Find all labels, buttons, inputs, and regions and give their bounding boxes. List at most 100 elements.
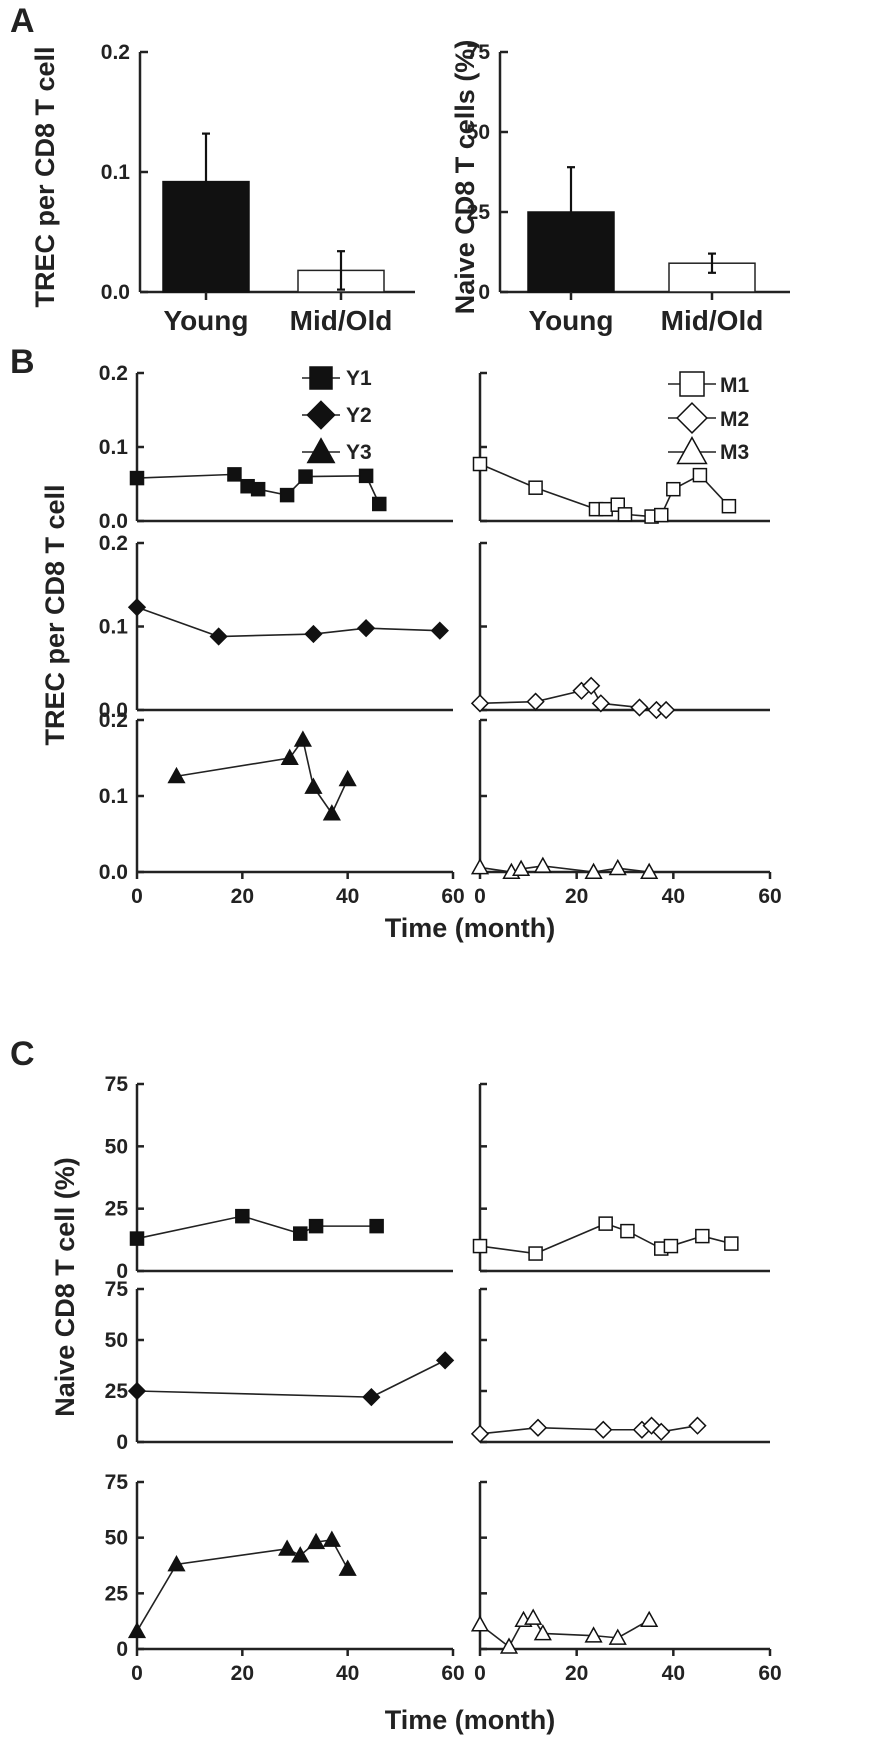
legend-m3-label: M3 xyxy=(720,441,749,464)
c-r3-young-x-tick-label: 40 xyxy=(336,1662,359,1685)
c-r3-midold-x-tick-label: 40 xyxy=(662,1662,685,1685)
legend-y2-label: Y2 xyxy=(346,404,372,427)
b-r1-young-y-tick-label: 0.2 xyxy=(99,362,128,385)
b-r3-midold-x-tick-label: 20 xyxy=(565,885,588,908)
a-left-y-tick-label: 0.0 xyxy=(101,281,130,304)
b-r1-midold-series-M1-point xyxy=(692,467,708,483)
b-r2-young-series-Y2-line xyxy=(136,606,440,638)
c-r2-midold-series-M2-point xyxy=(528,1418,548,1437)
panel-label-c: C xyxy=(10,1035,35,1073)
a-right-y-tick-label: 75 xyxy=(467,41,491,64)
b-r1-young-series-Y1-point xyxy=(279,487,295,503)
c-r1-midold-series-M1-point xyxy=(695,1228,710,1244)
c-r3-young-y-tick-label: 25 xyxy=(105,1582,129,1605)
a-left-y-tick-label: 0.2 xyxy=(101,41,130,64)
a-right-category-young: Young xyxy=(528,305,613,336)
b-r2-midold-series-M2-point xyxy=(526,692,545,711)
c-r1-young-series-Y1-point xyxy=(369,1218,384,1234)
a-right-y-title: Naive CD8 T cells (%) xyxy=(450,40,480,315)
c-r1-young-y-tick-label: 25 xyxy=(105,1198,129,1221)
b-r1-midold-series-M1-point xyxy=(472,456,488,472)
b-r1-midold-series-M1-point xyxy=(721,498,737,514)
b-r3-midold-series-M3-point xyxy=(640,862,659,879)
c-r3-young-x-tick-label: 20 xyxy=(231,1662,254,1685)
c-r1-young-series-Y1-point xyxy=(235,1208,250,1224)
b-r3-young-series-Y3-point xyxy=(338,769,357,787)
c-r1-midold-series-M1-point xyxy=(598,1216,613,1231)
c-r1-midold-series-M1-point xyxy=(724,1236,739,1251)
c-r1-midold-series-M1-point xyxy=(528,1246,543,1261)
c-r2-young-y-tick-label: 0 xyxy=(116,1431,128,1454)
c-r1-midold-series-M1-point xyxy=(472,1238,488,1254)
legend-young: Y1 Y2 Y3 xyxy=(346,367,372,464)
b-r3-midold-series-M3-point xyxy=(584,862,603,879)
c-r1-young-series-Y1-point xyxy=(308,1218,324,1234)
c-r1-young-series-Y1-line xyxy=(136,1215,377,1240)
a-left-y-tick-label: 0.1 xyxy=(101,161,131,184)
c-r2-young-series-Y2-point xyxy=(362,1387,381,1407)
c-r3-young-series-Y3-point xyxy=(291,1546,310,1563)
b-r3-midold-series-M3-point xyxy=(533,856,552,873)
b-r1-young-series-Y1-point xyxy=(298,469,313,484)
b-r3-young-series-Y3-point xyxy=(322,804,341,821)
legend-M3-marker xyxy=(676,436,708,465)
c-x-title: Time (month) xyxy=(385,1705,556,1735)
b-r2-young-series-Y2-point xyxy=(430,621,449,640)
b-r1-midold-series-M1-point xyxy=(654,507,669,523)
b-r3-young-y-tick-label: 0.2 xyxy=(99,709,128,732)
c-r3-midold-x-tick-label: 0 xyxy=(474,1662,486,1685)
legend-Y3-marker xyxy=(306,437,336,464)
b-r1-midold-series-M1-point xyxy=(666,481,681,497)
legend-y1-label: Y1 xyxy=(346,367,372,390)
b-r1-young-series-Y1-point xyxy=(227,467,242,482)
c-r3-young-series-Y3-point xyxy=(167,1555,186,1572)
c-r3-midold-series-M3-point xyxy=(640,1610,659,1628)
b-r3-young-x-tick-label: 60 xyxy=(441,885,464,908)
c-r3-midold-series-M3-point xyxy=(584,1626,603,1643)
b-r2-young-y-tick-label: 0.0 xyxy=(99,699,128,722)
b-r2-midold-series-M2-point xyxy=(591,694,610,713)
c-r3-young-series-Y3-point xyxy=(306,1532,326,1550)
c-r1-midold-series-M1-point xyxy=(620,1223,635,1239)
b-r2-midold-series-M2-point xyxy=(470,694,490,713)
b-r3-young-x-tick-label: 0 xyxy=(131,885,143,908)
a-right-y-tick-label: 25 xyxy=(467,201,491,224)
c-r1-midold-series-M1-point xyxy=(663,1238,679,1254)
legend-m2-label: M2 xyxy=(720,408,749,431)
b-r3-young-y-tick-label: 0.0 xyxy=(99,861,128,884)
b-x-title: Time (month) xyxy=(385,913,556,943)
b-r2-midold-series-M2-point xyxy=(582,676,601,695)
b-r3-young-x-tick-label: 20 xyxy=(231,885,254,908)
legend-Y1-marker xyxy=(309,366,333,390)
a-right-category-midold: Mid/Old xyxy=(661,305,764,336)
c-r3-young-x-tick-label: 0 xyxy=(131,1662,143,1685)
legend-y3-label: Y3 xyxy=(346,441,372,464)
b-r3-midold-series-M3-point xyxy=(470,858,490,875)
b-r1-midold-series-M1-point xyxy=(617,507,633,522)
b-r3-midold-x-tick-label: 60 xyxy=(758,885,781,908)
b-r2-midold-series-M2-point xyxy=(630,698,649,717)
c-r2-midold-series-M2-point xyxy=(688,1416,707,1435)
b-r3-midold-series-M3-point xyxy=(608,858,627,876)
c-r1-young-series-Y1-point xyxy=(293,1226,308,1241)
legend-mid-old: M1 M2 M3 xyxy=(720,374,749,464)
b-r1-young-series-Y1-point xyxy=(372,496,387,512)
c-r3-midold-x-tick-label: 20 xyxy=(565,1662,588,1685)
c-r3-young-y-tick-label: 50 xyxy=(105,1527,128,1550)
b-r3-midold-x-tick-label: 40 xyxy=(662,885,685,908)
a-right-y-tick-label: 50 xyxy=(467,121,490,144)
legend-Y2-marker xyxy=(306,400,336,430)
c-r2-young-y-tick-label: 75 xyxy=(105,1278,129,1301)
a-left-category-midold: Mid/Old xyxy=(290,305,393,336)
b-r2-young-series-Y2-point xyxy=(209,627,228,646)
c-y-title: Naive CD8 T cell (%) xyxy=(50,1157,80,1417)
chart-marks: 0.00.10.202550750.00.10.20.00.10.20.00.1… xyxy=(99,41,790,1685)
c-r3-young-series-Y3-line xyxy=(136,1539,349,1632)
b-r2-young-series-Y2-point xyxy=(356,619,376,638)
c-r1-young-y-tick-label: 50 xyxy=(105,1135,128,1158)
c-r3-midold-series-M3-point xyxy=(524,1608,543,1625)
b-r1-midold-series-M1-point xyxy=(598,501,613,517)
b-y-title: TREC per CD8 T cell xyxy=(40,484,70,745)
c-r3-young-series-Y3-point xyxy=(278,1539,297,1556)
